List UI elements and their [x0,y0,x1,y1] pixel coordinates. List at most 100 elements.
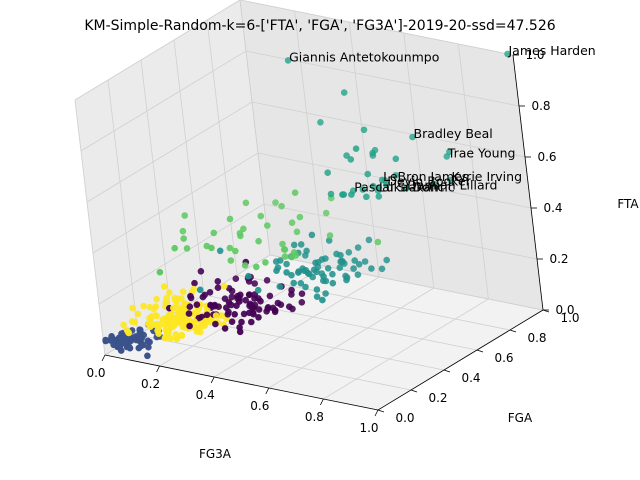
cluster-3-point [288,219,296,226]
cluster-3-point [255,237,262,245]
labeled-data-point [284,57,292,64]
cluster-3-point [240,225,247,233]
cluster-3-point [252,263,260,271]
y-axis-line [377,309,544,411]
z-tick-label: 0.0 [555,303,574,317]
cluster-4-point [212,312,220,319]
x-tick-label: 0.6 [250,399,269,413]
x-tick-mark [320,398,324,406]
cluster-1-point [108,333,115,340]
cluster-5-point [369,149,376,157]
cluster-2-point [354,244,362,251]
cluster-2-point [383,256,391,264]
cluster-2-point [216,247,224,255]
cluster-4-point [218,312,226,319]
labeled-data-point [443,153,451,160]
y-tick-mark [377,409,385,413]
cluster-4-point [165,326,173,334]
y-tick-label: 1.0 [560,311,579,325]
labeled-data-point [504,50,511,58]
z-axis-label: FTA [617,197,639,211]
cluster-2-point [276,283,284,290]
annotation-label: Trae Young [447,145,516,160]
cluster-0-point [246,291,253,299]
y-tick-label: 0.6 [494,351,513,365]
cluster-2-point [350,265,357,272]
y-tick-label: 0.0 [395,411,414,425]
cluster-1-point [137,342,145,350]
cluster-3-point [291,189,299,196]
cluster-3-point [322,209,330,217]
cluster-4-point [120,321,127,329]
cluster-0-point [199,293,207,301]
cluster-2-point [325,237,333,244]
cluster-0-point [231,311,238,318]
cluster-2-point [312,259,319,267]
cluster-0-point [228,293,236,301]
cluster-4-point [155,330,162,338]
cluster-0-point [193,301,201,309]
cluster-3-point [181,212,188,219]
cluster-3-point [210,229,218,237]
cluster-3-point [279,240,286,248]
y-tick-label: 0.8 [527,331,546,345]
cluster-5-point [430,180,438,188]
tick-labels: 0.00.20.40.60.81.00.00.20.40.60.81.00.00… [86,48,579,435]
cluster-4-point [179,288,187,296]
y-grid-line [239,0,544,311]
cluster-3-point [232,247,239,255]
cluster-0-point [271,308,279,316]
cluster-0-point [237,291,244,299]
cluster-3-point [208,244,215,252]
cluster-5-point [324,169,332,176]
cluster-2-point [245,272,252,280]
cluster-0-point [228,287,236,295]
cluster-2-point [324,265,332,272]
y-tick-mark [410,389,418,393]
cluster-2-point [300,267,308,275]
annotation-label: Kyrie Irving [452,169,523,184]
cluster-2-point [313,286,321,293]
cluster-4-point [153,295,160,303]
cluster-1-point [117,336,124,343]
cluster-5-point [317,119,324,126]
cluster-0-point [225,299,233,306]
cluster-0-point [203,311,211,319]
cluster-0-point [186,303,194,311]
cluster-5-point [343,152,350,159]
cluster-2-point [254,286,262,294]
cluster-1-point [102,337,109,345]
annotation-label: Giannis Antetokounmpo [289,49,439,64]
cluster-3-point [227,257,235,264]
x-tick-label: 0.2 [141,377,160,391]
cluster-3-point [241,262,249,269]
x-tick-label: 1.0 [359,421,378,435]
labeled-data-point [447,176,454,184]
cluster-2-point [336,264,344,272]
annotation-label: LeBron James [383,169,468,184]
cluster-0-point [214,278,222,285]
cluster-5-point [369,182,377,190]
labeled-data-point [402,185,410,192]
z-grid-line [74,0,514,101]
cluster-4-point [178,332,186,340]
cluster-0-point [228,318,236,326]
x-tick-mark [156,365,160,373]
z-tick-label: 0.4 [543,201,562,215]
cluster-0-point [266,292,274,300]
cluster-2-point [365,236,373,244]
cluster-5-point [348,191,355,198]
cluster-3-point [180,235,187,242]
cluster-4-point [162,315,170,322]
cluster-3-point [296,213,304,221]
cluster-4-point [191,309,198,317]
scatter-points [102,50,511,360]
cluster-2-point [283,260,290,268]
z-tick-label: 1.0 [525,48,544,62]
cluster-2-point [320,277,327,285]
y-tick-mark [476,349,484,353]
cluster-0-point [232,275,240,283]
cluster-2-point [283,269,290,276]
x-tick-mark [265,387,270,395]
cluster-3-point [264,222,271,229]
